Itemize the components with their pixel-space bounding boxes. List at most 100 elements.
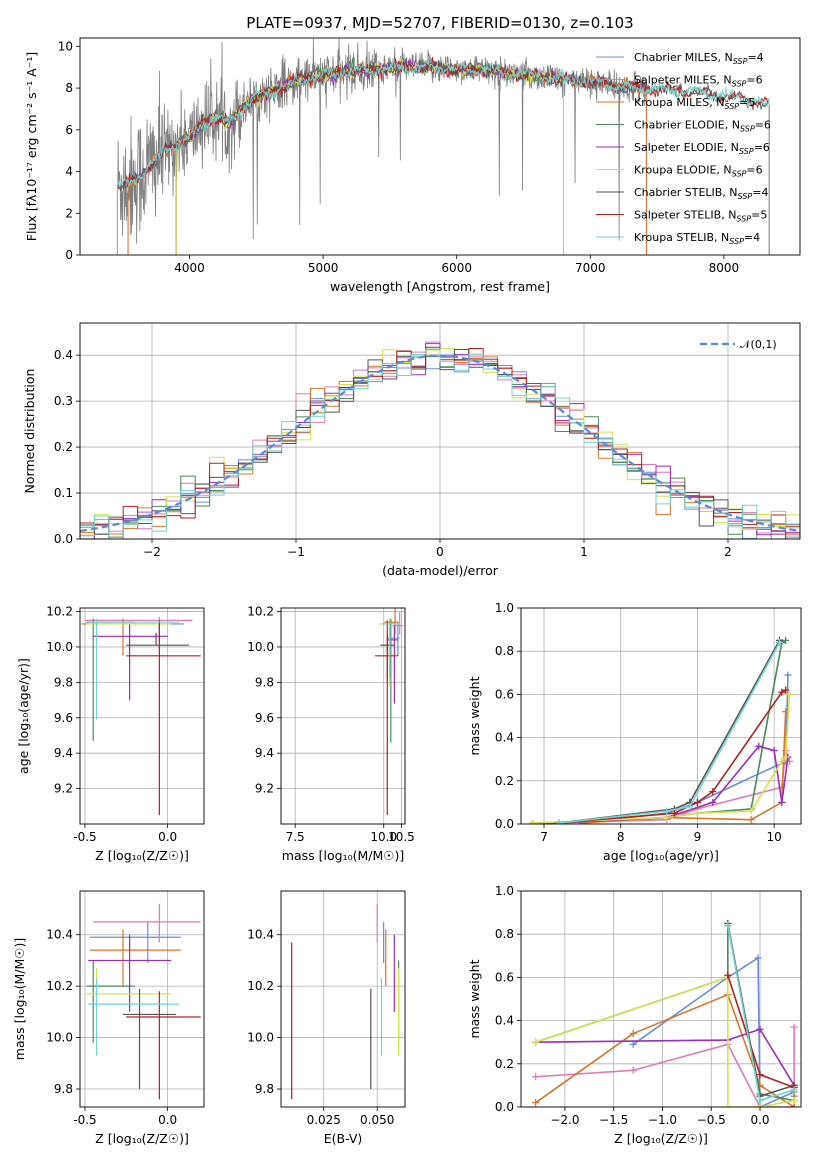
errorbar-salpeter-elodie [93, 623, 168, 701]
errorbar-salpeter-miles [84, 616, 193, 647]
axes-frame [79, 607, 205, 825]
errorbar-chabrier-miles [122, 620, 185, 651]
y-tick-label: 0 [65, 248, 73, 262]
x-tick-label: 7 [540, 830, 548, 844]
y-tick-label: 0.1 [54, 486, 73, 500]
x-tick-label: -0.5 [73, 830, 96, 844]
errorbar-chabrier-stelib [122, 988, 176, 1089]
y-tick-label: 9.6 [54, 711, 73, 725]
y-axis-label: mass [log₁₀(M/M☉)] [12, 938, 27, 1060]
y-tick-label: 0.2 [54, 440, 73, 454]
y-tick-label: 0.0 [495, 1100, 514, 1114]
axes-frame [79, 37, 801, 256]
x-tick-label: −1.0 [648, 1113, 677, 1127]
y-tick-label: 4 [65, 165, 73, 179]
errorbar-kroupa-elodie [86, 968, 171, 1056]
errorbar-kroupa-miles [384, 608, 399, 635]
x-tick-label: 0 [436, 545, 444, 559]
series-line [535, 993, 795, 1107]
y-axis-label: age [log₁₀(age/yr)] [16, 658, 31, 774]
plot-area [86, 903, 201, 1100]
x-tick-label: −1 [287, 545, 305, 559]
x-tick-label: 9 [694, 830, 702, 844]
errorbar-salpeter-stelib [126, 991, 201, 1100]
y-axis-label: mass weight [467, 676, 482, 755]
errorbar-chabrier-miles [387, 622, 400, 656]
y-tick-label: 10.2 [46, 979, 73, 993]
series-line [535, 1028, 795, 1086]
y-tick-label: 10.4 [247, 928, 274, 942]
y-tick-label: 9.4 [255, 746, 274, 760]
y-tick-label: 0.2 [495, 1057, 514, 1071]
y-tick-label: 1.0 [495, 884, 514, 898]
x-tick-label: 10.0 [370, 830, 397, 844]
panel-mass-vs-EBV: 0.025 0.050 9.8 10.0 10.2 10.4 E(B-V) [247, 890, 406, 1146]
figure-title: PLATE=0937, MJD=52707, FIBERID=0130, z=0… [246, 14, 633, 32]
axes-frame [520, 607, 802, 825]
y-tick-label: 1.0 [495, 601, 514, 615]
x-tick-label: −1.5 [599, 1113, 628, 1127]
y-tick-label: 10 [58, 39, 73, 53]
panel-weight-vs-Z: −2.0 −1.5 −1.0 −0.5 0.0 0.0 0.2 0.4 0.6 0.8 1.0 Z [… [467, 884, 802, 1146]
gaussian-curve [80, 354, 800, 533]
y-tick-label: 10.0 [46, 1031, 73, 1045]
plot-area [81, 616, 201, 816]
errorbar-kroupa-stelib [88, 978, 180, 1056]
errorbar-chabrier-elodie [86, 618, 135, 741]
y-axis-label: mass weight [467, 959, 482, 1038]
y-tick-label: 2 [65, 206, 73, 220]
y-tick-label: 0.8 [495, 644, 514, 658]
x-tick-label: 0.0 [750, 1113, 769, 1127]
x-tick-label: 6000 [441, 261, 472, 275]
y-tick-label: 9.6 [255, 711, 274, 725]
panel-spectrum: 4000 5000 6000 7000 8000 0 2 4 6 8 10 wavelength [A… [24, 37, 801, 294]
series-chabrier-elodie [529, 636, 790, 824]
errorbar-kroupa-stelib [382, 620, 397, 678]
x-axis-label: Z [log₁₀(Z/Z☉)] [614, 1131, 708, 1146]
panel-mass-vs-Z: -0.5 0.0 9.8 10.0 10.2 10.4 Z [log₁₀(Z/Z☉)] mas… [12, 890, 205, 1146]
legend-entry-kroupa-stelib: Kroupa STELIB, NSSP=4 [634, 231, 760, 246]
x-tick-label: −0.5 [697, 1113, 726, 1127]
legend-entry-gaussian: 𝒩(0,1) [740, 338, 777, 351]
legend-entry-chabrier-elodie: Chabrier ELODIE, NSSP=6 [634, 119, 771, 134]
x-axis-label: Z [log₁₀(Z/Z☉)] [95, 1131, 189, 1146]
legend-entry-chabrier-stelib: Chabrier STELIB, NSSP=4 [634, 186, 768, 201]
y-tick-label: 10.2 [247, 979, 274, 993]
plot-area [532, 919, 798, 1107]
axes-frame [520, 890, 802, 1108]
y-tick-label: 9.8 [255, 1082, 274, 1096]
series-chabrier-stelib [555, 636, 784, 824]
x-axis-label: mass [log₁₀(M/M☉)] [282, 848, 404, 863]
histogram-kroupa-stelib [80, 348, 800, 539]
x-tick-label: −2 [143, 545, 161, 559]
series-line [532, 694, 791, 824]
errorbar-salpeter-elodie [387, 625, 398, 704]
y-tick-label: 8 [65, 81, 73, 95]
errorbar-chabrier-stelib [126, 632, 190, 646]
series-chabrier-miles [629, 954, 798, 1107]
series-line [535, 976, 795, 1107]
axes-frame [79, 322, 801, 540]
x-tick-label: 8 [617, 830, 625, 844]
x-tick-label: 4000 [174, 261, 205, 275]
legend: Chabrier MILES, NSSP=4 Salpeter MILES, NS… [596, 51, 771, 246]
series-line [559, 642, 781, 824]
y-tick-label: 10.0 [247, 1031, 274, 1045]
y-tick-label: 0.4 [495, 1014, 514, 1028]
x-tick-label: -0.5 [73, 1113, 96, 1127]
errorbar-chabrier-elodie [86, 960, 135, 1043]
x-tick-label: 10.5 [388, 830, 415, 844]
y-tick-label: 9.8 [255, 675, 274, 689]
y-tick-label: 0.3 [54, 394, 73, 408]
spectrum-model-salpeter-stelib [117, 56, 770, 189]
plot-area [374, 608, 404, 816]
y-tick-label: 0.8 [495, 927, 514, 941]
axes-frame [280, 607, 406, 825]
y-tick-label: 9.8 [54, 675, 73, 689]
y-tick-label: 0.0 [495, 817, 514, 831]
plot-area [529, 636, 793, 824]
x-tick-label: 7.5 [286, 830, 305, 844]
errorbar-salpeter-stelib [374, 620, 398, 816]
x-tick-label: 0.050 [360, 1113, 394, 1127]
